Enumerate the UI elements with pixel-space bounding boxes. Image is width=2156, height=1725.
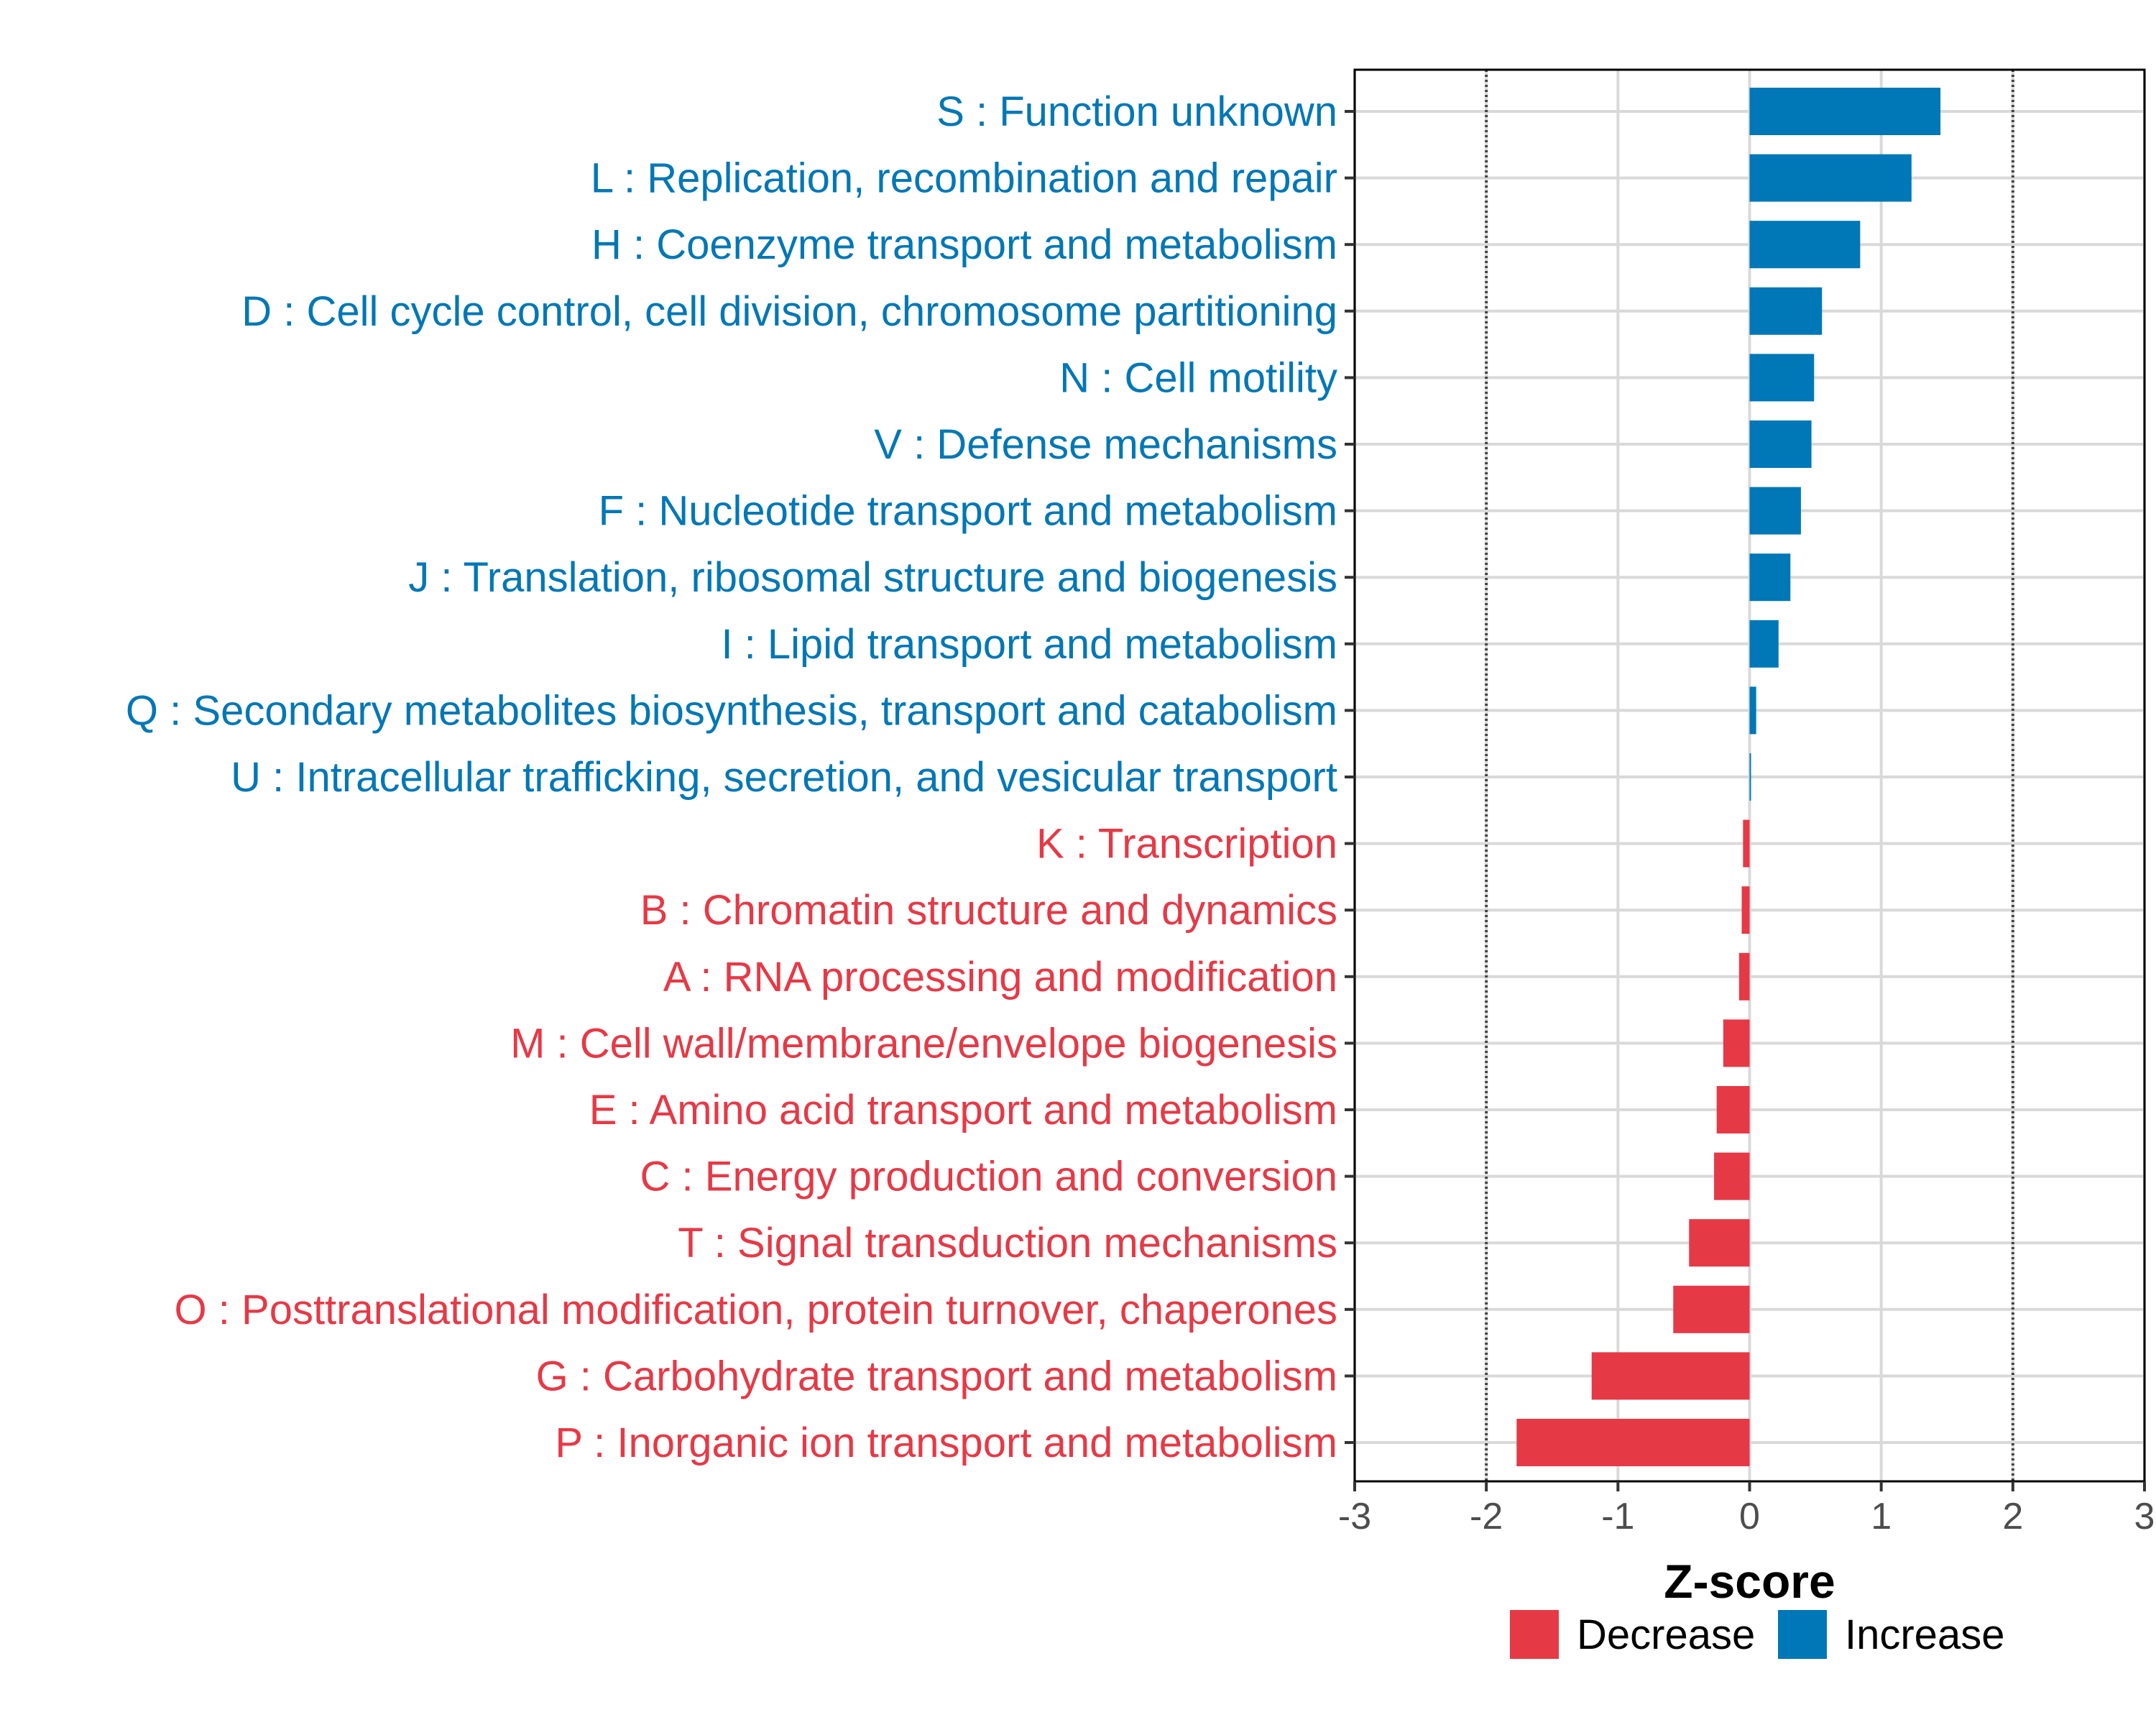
- category-label: V : Defense mechanisms: [874, 421, 1337, 468]
- bar: [1749, 487, 1801, 535]
- x-tick-label: -2: [1470, 1496, 1503, 1537]
- bar: [1743, 819, 1750, 868]
- category-label: B : Chromatin structure and dynamics: [640, 887, 1337, 934]
- x-tick-label: 1: [1871, 1496, 1892, 1537]
- category-label: S : Function unknown: [936, 88, 1337, 135]
- category-label: T : Signal transduction mechanisms: [678, 1220, 1337, 1266]
- bar: [1749, 420, 1812, 468]
- x-tick-label: -3: [1338, 1496, 1371, 1537]
- category-label: A : RNA processing and modification: [663, 954, 1337, 1000]
- bar: [1738, 952, 1750, 1000]
- x-tick-label: 3: [2134, 1496, 2155, 1537]
- category-label: K : Transcription: [1036, 821, 1337, 868]
- bar: [1749, 287, 1823, 335]
- bar: [1516, 1419, 1750, 1466]
- category-label: D : Cell cycle control, cell division, c…: [241, 288, 1337, 335]
- bar: [1749, 553, 1791, 602]
- legend-label: Increase: [1845, 1611, 2004, 1658]
- bar: [1723, 1019, 1750, 1067]
- category-label: C : Energy production and conversion: [640, 1154, 1337, 1200]
- x-tick-label: -1: [1601, 1496, 1634, 1537]
- category-label: O : Posttranslational modification, prot…: [175, 1287, 1337, 1333]
- bar: [1591, 1352, 1750, 1400]
- legend-swatch: [1510, 1610, 1559, 1659]
- category-label: J : Translation, ribosomal structure and…: [408, 554, 1337, 601]
- bar: [1749, 154, 1912, 202]
- category-label: F : Nucleotide transport and metabolism: [599, 488, 1337, 535]
- category-label: N : Cell motility: [1059, 354, 1337, 401]
- x-tick-label: 2: [2002, 1496, 2023, 1537]
- legend-swatch: [1778, 1610, 1827, 1659]
- x-axis-title: Z-score: [1664, 1555, 1835, 1608]
- reference-lines: [1485, 70, 2014, 1481]
- bar: [1749, 753, 1751, 801]
- legend: Decrease Increase: [1510, 1610, 2004, 1659]
- bar: [1741, 886, 1750, 934]
- category-label: G : Carbohydrate transport and metabolis…: [536, 1353, 1337, 1399]
- legend-label: Decrease: [1577, 1611, 1755, 1658]
- x-tick-label: 0: [1739, 1496, 1760, 1537]
- category-label: L : Replication, recombination and repai…: [591, 155, 1337, 202]
- category-label: I : Lipid transport and metabolism: [721, 621, 1337, 668]
- category-label: H : Coenzyme transport and metabolism: [591, 221, 1337, 268]
- bar: [1749, 221, 1861, 269]
- category-label: E : Amino acid transport and metabolism: [589, 1087, 1337, 1133]
- bar: [1749, 686, 1756, 735]
- bar: [1749, 88, 1941, 135]
- bar: [1714, 1152, 1750, 1200]
- bar: [1689, 1219, 1750, 1267]
- category-label: P : Inorganic ion transport and metaboli…: [555, 1420, 1337, 1466]
- x-axis: -3 -2 -1 0 1 2 3: [1338, 1481, 2155, 1537]
- bar: [1716, 1086, 1750, 1133]
- bars: [1516, 88, 1941, 1466]
- category-label: Q : Secondary metabolites biosynthesis, …: [126, 687, 1337, 734]
- bar: [1673, 1285, 1750, 1333]
- category-label: U : Intracellular trafficking, secretion…: [231, 754, 1337, 801]
- bar: [1749, 354, 1815, 402]
- bar: [1749, 620, 1779, 668]
- y-axis: S : Function unknown L : Replication, rec…: [126, 88, 1355, 1466]
- category-label: M : Cell wall/membrane/envelope biogenes…: [510, 1020, 1337, 1067]
